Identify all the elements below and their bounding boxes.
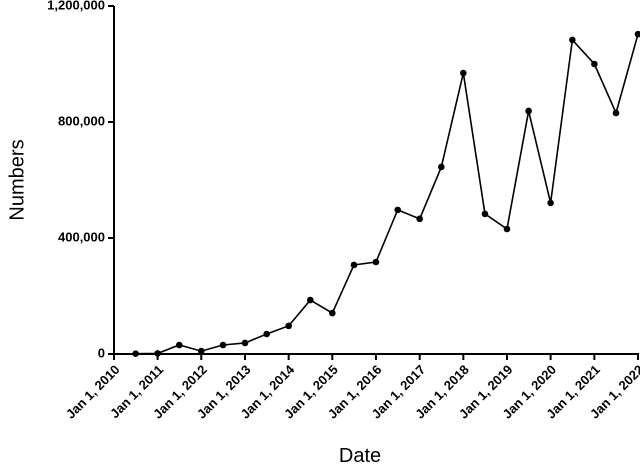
y-tick-label: 400,000 <box>58 229 105 244</box>
data-point <box>154 350 161 357</box>
data-point <box>394 206 401 214</box>
y-tick-label: 800,000 <box>58 113 105 128</box>
data-point <box>329 309 336 317</box>
y-axis-title: Numbers <box>6 139 28 220</box>
data-point <box>372 258 380 266</box>
data-point <box>241 339 249 347</box>
data-point <box>525 107 532 115</box>
data-point <box>547 199 554 207</box>
data-line <box>135 33 639 355</box>
data-point <box>285 322 292 330</box>
data-point <box>350 261 358 269</box>
data-point <box>569 36 576 44</box>
data-point <box>132 350 139 358</box>
data-point <box>263 330 270 338</box>
data-point <box>481 210 489 218</box>
data-point <box>460 69 467 77</box>
y-tick-label: 1,200,000 <box>47 0 105 12</box>
data-point <box>438 163 445 171</box>
data-point <box>219 341 227 349</box>
y-tick-label: 0 <box>98 345 105 360</box>
data-point <box>175 341 183 349</box>
data-point <box>197 347 205 355</box>
data-point <box>634 30 640 38</box>
data-point <box>307 296 314 304</box>
data-point <box>503 225 511 233</box>
x-axis-title: Date <box>339 445 381 467</box>
data-point <box>416 215 423 223</box>
data-point <box>591 60 598 68</box>
data-point <box>612 109 620 117</box>
